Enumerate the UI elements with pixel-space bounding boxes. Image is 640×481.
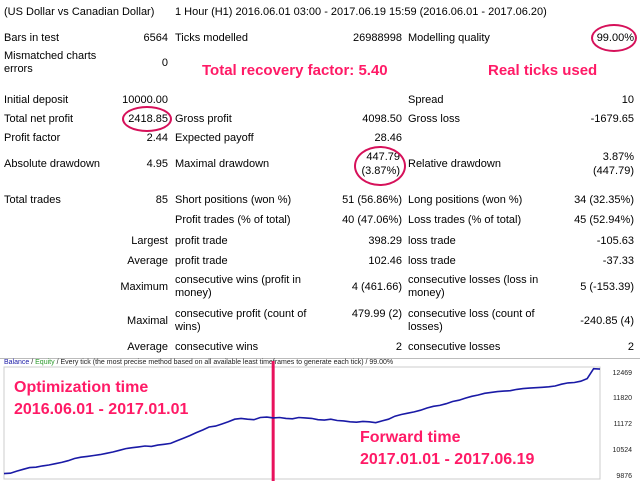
long-positions-value: 34 (32.35%) [574, 194, 634, 206]
balance-line-svg [3, 361, 601, 481]
maximal-cons-loss-value: -240.85 (4) [580, 315, 634, 327]
max-drawdown-highlight [354, 146, 406, 186]
profit-factor-label: Profit factor [4, 132, 61, 144]
largest-profit-label: profit trade [175, 235, 228, 247]
max-cons-wins-label: consecutive wins (profit in money) [175, 274, 301, 299]
recovery-factor-note: Total recovery factor: 5.40 [202, 62, 388, 79]
largest-label: Largest [131, 235, 168, 247]
ticks-modelled-label: Ticks modelled [175, 32, 248, 44]
symbol-label: (US Dollar vs Canadian Dollar) [4, 6, 155, 18]
relative-drawdown-value: (447.79) [593, 165, 634, 177]
maximal-drawdown-label: Maximal drawdown [175, 158, 270, 170]
total-net-profit-label: Total net profit [4, 113, 74, 125]
initial-deposit-label: Initial deposit [4, 94, 69, 106]
balance-series-line [3, 367, 601, 475]
average-profit-value: 102.46 [368, 255, 402, 267]
absolute-drawdown-label: Absolute drawdown [4, 158, 101, 170]
average-loss-value: -37.33 [602, 255, 634, 267]
avg-cons-label: Average [127, 341, 168, 353]
period-label: 1 Hour (H1) 2016.06.01 03:00 - 2017.06.1… [175, 6, 547, 18]
maximal-cons-loss-label: consecutive loss (count of losses) [408, 308, 535, 333]
gross-loss-label: Gross loss [408, 113, 460, 125]
real-ticks-note: Real ticks used [488, 62, 598, 79]
avg-cons-wins-value: 2 [395, 341, 402, 353]
long-positions-label: Long positions (won %) [408, 194, 523, 206]
maximum-label: Maximum [120, 281, 168, 293]
gross-loss-value: -1679.65 [590, 113, 634, 125]
loss-trades-value: 45 (52.94%) [574, 214, 634, 226]
expected-payoff-label: Expected payoff [175, 132, 254, 144]
spread-value: 10 [621, 94, 634, 106]
modelling-quality-label: Modelling quality [408, 32, 490, 44]
profit-factor-value: 2.44 [146, 132, 168, 144]
y-tick-4: 10524 [612, 447, 632, 454]
gross-profit-value: 4098.50 [362, 113, 402, 125]
optimization-title: Optimization time [14, 379, 149, 396]
total-trades-value: 85 [155, 194, 168, 206]
initial-deposit-value: 10000.00 [122, 94, 168, 106]
average-label: Average [127, 255, 168, 267]
balance-chart: Balance / Equity / Every tick (the most … [0, 358, 640, 481]
average-loss-label: loss trade [408, 255, 456, 267]
profit-trades-value: 40 (47.06%) [342, 214, 402, 226]
chart-legend: Balance / Equity / Every tick (the most … [4, 359, 394, 366]
y-tick-3: 11172 [613, 421, 632, 428]
expected-payoff-value: 28.46 [374, 132, 402, 144]
modelling-quality-highlight [591, 24, 637, 52]
total-trades-label: Total trades [4, 194, 61, 206]
plot-frame [3, 366, 601, 480]
optimization-range: 2016.06.01 - 2017.01.01 [14, 401, 189, 418]
relative-drawdown-percent: 3.87% [602, 151, 634, 163]
largest-loss-value: -105.63 [596, 235, 634, 247]
avg-cons-losses-value: 2 [627, 341, 634, 353]
forward-title: Forward time [360, 429, 461, 446]
legend-text: / Every tick (the most precise method ba… [56, 359, 394, 366]
bars-in-test-value: 6564 [143, 32, 168, 44]
profit-trades-label: Profit trades (% of total) [175, 214, 291, 226]
mismatched-label: Mismatched charts errors [4, 50, 97, 75]
short-positions-label: Short positions (won %) [175, 194, 292, 206]
short-positions-value: 51 (56.86%) [342, 194, 402, 206]
loss-trades-label: Loss trades (% of total) [408, 214, 522, 226]
gross-profit-label: Gross profit [175, 113, 232, 125]
max-cons-losses-label: consecutive losses (loss in money) [408, 274, 539, 299]
ticks-modelled-value: 26988998 [353, 32, 402, 44]
average-profit-label: profit trade [175, 255, 228, 267]
legend-equity: Equity [35, 359, 55, 366]
largest-loss-label: loss trade [408, 235, 456, 247]
y-tick-5: 9876 [616, 473, 632, 480]
bars-in-test-label: Bars in test [4, 32, 60, 44]
maximal-cons-profit-value: 479.99 (2) [351, 308, 402, 320]
spread-label: Spread [408, 94, 444, 106]
mismatched-value: 0 [161, 57, 168, 69]
legend-balance: Balance [4, 359, 30, 366]
y-tick-1: 12469 [612, 370, 632, 377]
absolute-drawdown-value: 4.95 [146, 158, 168, 170]
maximal-label: Maximal [127, 315, 168, 327]
relative-drawdown-label: Relative drawdown [408, 158, 501, 170]
avg-cons-wins-label: consecutive wins [175, 341, 259, 353]
y-tick-2: 11820 [613, 395, 632, 402]
avg-cons-losses-label: consecutive losses [408, 341, 501, 353]
max-cons-wins-value: 4 (461.66) [351, 281, 402, 293]
forward-range: 2017.01.01 - 2017.06.19 [360, 451, 535, 468]
max-cons-losses-value: 5 (-153.39) [580, 281, 634, 293]
net-profit-highlight [122, 106, 172, 132]
maximal-cons-profit-label: consecutive profit (count of wins) [175, 308, 307, 333]
largest-profit-value: 398.29 [368, 235, 402, 247]
